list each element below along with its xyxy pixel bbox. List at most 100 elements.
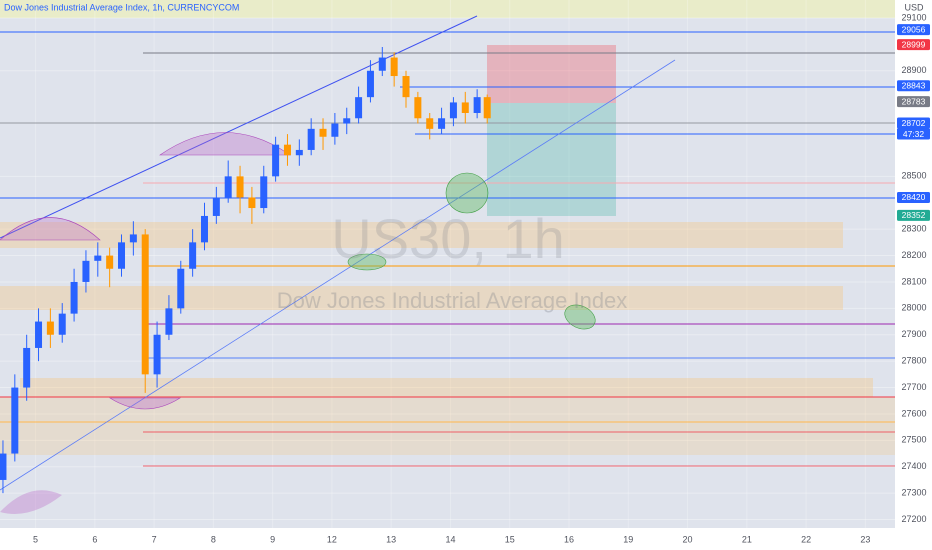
- x-tick-label: 23: [860, 534, 870, 544]
- candle-body: [212, 197, 220, 216]
- y-tick-label: 28900: [901, 65, 926, 75]
- price-tag-label: 28999: [902, 39, 926, 49]
- candle-body: [378, 57, 386, 71]
- candles: [0, 46, 491, 494]
- price-axis-background: [895, 0, 932, 550]
- y-tick-label: 28200: [901, 250, 926, 260]
- y-tick-label: 27400: [901, 461, 926, 471]
- candle-body: [11, 387, 19, 454]
- candle-body: [319, 128, 327, 137]
- price-tag-label: 28420: [902, 192, 926, 202]
- price-tag-label: 28843: [902, 81, 926, 91]
- candle-body: [473, 97, 481, 113]
- candle-body: [438, 118, 446, 129]
- y-tick-label: 28100: [901, 276, 926, 286]
- y-tick-label: 27700: [901, 382, 926, 392]
- zone: [0, 397, 895, 455]
- x-tick-label: 5: [33, 534, 38, 544]
- watermark: US30, 1h: [331, 207, 565, 270]
- y-tick-label: 27600: [901, 408, 926, 418]
- candle-body: [449, 102, 457, 119]
- x-tick-label: 21: [742, 534, 752, 544]
- candle-body: [82, 260, 90, 282]
- y-tick-label: 27800: [901, 356, 926, 366]
- x-tick-label: 7: [152, 534, 157, 544]
- top-band: [0, 0, 895, 18]
- x-tick-label: 6: [92, 534, 97, 544]
- zone: [0, 222, 843, 248]
- x-tick-label: 12: [327, 534, 337, 544]
- trend-line: [0, 15, 478, 239]
- countdown-box: [897, 128, 930, 140]
- plot-background: [0, 0, 895, 528]
- y-tick-label: 28000: [901, 303, 926, 313]
- price-tag-label: 28783: [902, 96, 926, 106]
- candle-body: [248, 197, 256, 209]
- highlight-ellipse: [445, 172, 489, 214]
- y-tick-label: 27300: [901, 488, 926, 498]
- candle-body: [94, 255, 102, 261]
- candle-body: [402, 76, 410, 98]
- price-tag-label: 28702: [902, 118, 926, 128]
- x-tick-label: 19: [623, 534, 633, 544]
- price-tag: [897, 96, 930, 108]
- x-tick-label: 14: [445, 534, 455, 544]
- candle-body: [224, 176, 232, 198]
- currency-label: USD: [904, 2, 924, 12]
- candle-body: [141, 234, 149, 375]
- x-tick-label: 22: [801, 534, 811, 544]
- highlight-ellipse: [347, 253, 387, 271]
- arc: [159, 132, 291, 156]
- zone: [0, 286, 843, 310]
- candle-body: [390, 57, 398, 77]
- y-tick-label: 28500: [901, 171, 926, 181]
- candle-body: [200, 215, 208, 243]
- stop-zone: [487, 45, 616, 103]
- candle-body: [272, 144, 280, 177]
- candle-body: [331, 123, 339, 137]
- x-tick-label: 13: [386, 534, 396, 544]
- price-tag: [897, 191, 930, 203]
- price-tag-label: 28352: [902, 210, 926, 220]
- candle-body: [58, 313, 66, 335]
- time-axis-background: [0, 528, 895, 550]
- x-tick-label: 15: [505, 534, 515, 544]
- candle-body: [366, 70, 374, 98]
- arc: [0, 217, 101, 241]
- candle-body: [414, 97, 422, 119]
- candle-body: [295, 149, 303, 156]
- price-tags: 2905628999288432878328702286622842028352…: [897, 24, 930, 221]
- y-tick-label: 27900: [901, 329, 926, 339]
- candle-body: [177, 268, 185, 309]
- price-tag: [897, 80, 930, 92]
- candle-body: [23, 347, 31, 388]
- candle-body: [46, 321, 54, 335]
- candle-body: [426, 118, 434, 129]
- candle-body: [35, 321, 43, 348]
- y-tick-label: 27200: [901, 514, 926, 524]
- candle-body: [0, 453, 7, 480]
- candle-body: [106, 255, 114, 269]
- price-tag: [897, 24, 930, 36]
- candle-body: [70, 281, 78, 314]
- candle-body: [118, 242, 126, 269]
- candle-body: [236, 176, 244, 198]
- candle-body: [343, 118, 351, 124]
- candle-body: [307, 128, 315, 150]
- x-tick-label: 9: [270, 534, 275, 544]
- y-tick-label: 28300: [901, 224, 926, 234]
- price-tag: [897, 117, 930, 129]
- y-tick-label: 29100: [901, 12, 926, 22]
- candle-body: [153, 334, 161, 375]
- arc: [0, 490, 62, 514]
- candle-body: [165, 308, 173, 335]
- candle-body: [283, 144, 291, 156]
- candle-body: [260, 176, 268, 209]
- zone: [20, 378, 873, 397]
- price-tag-label: 29056: [902, 24, 926, 34]
- highlight-ellipse: [564, 304, 596, 330]
- price-tag: [897, 209, 930, 221]
- arc: [108, 397, 182, 410]
- x-tick-label: 16: [564, 534, 574, 544]
